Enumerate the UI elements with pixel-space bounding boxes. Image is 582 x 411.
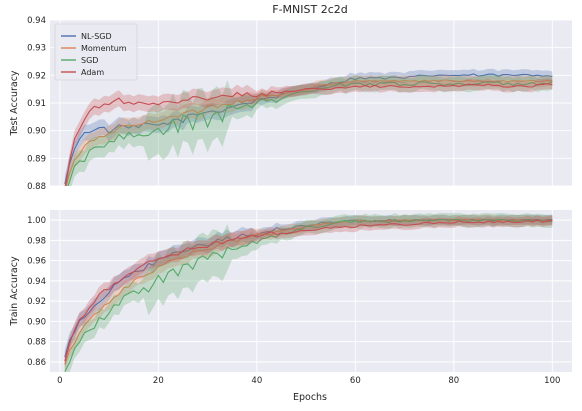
legend-label-sgd: SGD	[81, 56, 98, 65]
y-tick-label: 0.94	[27, 16, 46, 26]
confidence-band-nl-sgd	[64, 68, 553, 186]
x-tick-label: 40	[251, 376, 262, 386]
x-tick-label: 20	[153, 376, 164, 386]
series-group	[64, 213, 553, 372]
y-tick-label: 0.93	[27, 44, 46, 54]
legend-label-momentum: Momentum	[81, 44, 127, 53]
y-tick-label: 0.88	[27, 182, 46, 192]
legend-label-nl-sgd: NL-SGD	[81, 32, 112, 41]
panel-train: 0.86 0.88 0.90 0.92 0.94 0.96 0.98 1.00 0 20 40 60 8…	[9, 210, 572, 386]
y-tick-label: 1.00	[27, 216, 46, 226]
series-line-adam	[65, 83, 553, 186]
panel-test: 0.88 0.89 0.90 0.91 0.92 0.93 0.94 Test Accurac…	[9, 16, 572, 192]
confidence-band-nl-sgd	[64, 214, 553, 365]
x-tick-label: 80	[448, 376, 459, 386]
y-tick-label: 0.90	[27, 127, 46, 137]
y-axis-label: Test Accuracy	[9, 70, 20, 136]
y-axis-label: Train Accuracy	[9, 256, 20, 327]
legend-box	[54, 23, 138, 81]
x-tick-label: 0	[57, 376, 62, 386]
y-tick-label: 0.86	[27, 358, 46, 368]
x-tick-label: 60	[350, 376, 361, 386]
confidence-band-momentum	[64, 214, 553, 372]
chart-title: F-MNIST 2c2d	[272, 3, 348, 16]
series-line-sgd	[64, 218, 553, 372]
confidence-band-adam	[64, 215, 553, 369]
y-tick-label: 0.91	[27, 99, 46, 109]
y-tick-label: 0.90	[27, 317, 46, 327]
y-tick-label: 0.96	[27, 257, 46, 267]
y-tick-label: 0.92	[27, 71, 46, 81]
legend: NL-SGD Momentum SGD Adam	[54, 23, 138, 81]
confidence-band-sgd	[64, 213, 553, 372]
y-tick-label: 0.94	[27, 277, 46, 287]
y-tick-label: 0.89	[27, 154, 46, 164]
legend-label-adam: Adam	[81, 68, 104, 77]
y-tick-label: 0.98	[27, 236, 46, 246]
confidence-band-sgd	[64, 74, 553, 186]
y-tick-label: 0.92	[27, 297, 46, 307]
plot-area	[50, 210, 572, 372]
y-tick-label: 0.88	[27, 338, 46, 348]
series-line-momentum	[65, 79, 553, 186]
confidence-band-momentum	[64, 74, 553, 186]
series-line-adam	[64, 219, 553, 362]
x-tick-label: 100	[544, 376, 560, 386]
x-axis-label: Epochs	[293, 392, 327, 403]
series-group	[64, 68, 553, 186]
confidence-band-adam	[64, 78, 553, 186]
